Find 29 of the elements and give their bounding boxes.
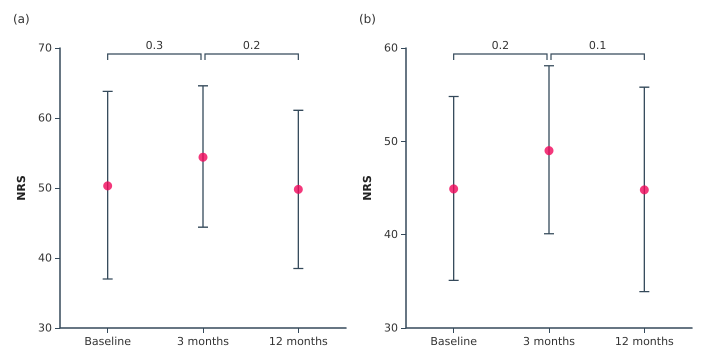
y-tick-label: 70: [38, 42, 52, 54]
point: [449, 184, 458, 194]
x-tick-label: 3 months: [177, 335, 230, 348]
point: [198, 152, 208, 162]
x-tick-label: Baseline: [430, 335, 478, 348]
x-tick-label: Baseline: [84, 335, 132, 348]
annotation: 0.2: [492, 39, 510, 52]
y-tick-label: 30: [384, 322, 398, 334]
y-tick-label: 40: [38, 252, 52, 264]
chart-title: (a): [13, 12, 30, 26]
annotation: 0.1: [588, 39, 606, 52]
y-tick-label: 60: [38, 112, 52, 124]
y-tick-label: 50: [38, 182, 52, 194]
y-axis-title: NRS: [15, 175, 28, 201]
y-tick-label: 60: [384, 42, 398, 54]
x-tick-label: 3 months: [523, 335, 576, 348]
chart-title: (b): [359, 12, 376, 26]
annotation: 0.2: [242, 39, 260, 52]
y-tick-label: 50: [384, 134, 398, 148]
y-tick-label: 30: [38, 322, 52, 334]
x-tick-label: 12 months: [268, 335, 328, 348]
y-axis-title: NRS: [361, 175, 374, 201]
point: [544, 146, 554, 156]
y-tick-label: 40: [384, 228, 398, 242]
point: [294, 184, 303, 194]
point: [640, 185, 649, 194]
point: [103, 181, 112, 190]
annotation: 0.3: [146, 39, 164, 52]
x-tick-label: 12 months: [614, 335, 674, 348]
